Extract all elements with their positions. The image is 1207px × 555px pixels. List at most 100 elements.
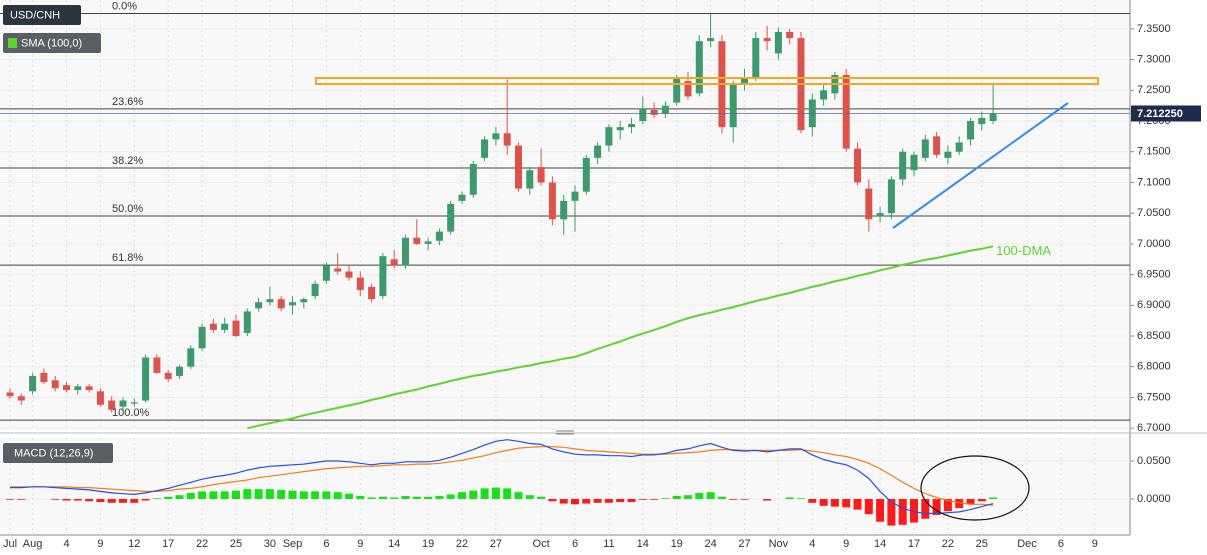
candle-body xyxy=(51,380,59,389)
macd-histogram-bar xyxy=(107,498,116,503)
macd-histogram-bar xyxy=(503,488,512,499)
candle-body xyxy=(910,154,918,171)
macd-histogram-bar xyxy=(932,498,941,515)
resistance-zone xyxy=(315,77,1099,85)
x-tick-label: Jul xyxy=(3,538,17,550)
x-tick-label: 19 xyxy=(671,538,683,550)
macd-histogram-bar xyxy=(729,498,738,500)
macd-histogram-bar xyxy=(604,498,613,503)
divider-handle[interactable] xyxy=(556,430,574,435)
macd-histogram-bar xyxy=(650,498,659,500)
candle-body xyxy=(85,386,93,391)
macd-histogram-bar xyxy=(390,497,399,499)
candle-body xyxy=(243,311,251,333)
last-price-box xyxy=(1131,105,1201,122)
macd-histogram-bar xyxy=(717,496,726,499)
macd-histogram-bar xyxy=(265,489,274,499)
candle-body xyxy=(933,136,941,155)
y-tick-label: 7.1500 xyxy=(1137,146,1171,158)
fib-label: 61.8% xyxy=(112,252,143,264)
macd-histogram-bar xyxy=(593,498,602,503)
legend-macd-label: MACD (12,26,9) xyxy=(14,447,93,459)
macd-histogram-bar xyxy=(808,498,817,503)
candle-body xyxy=(921,139,929,158)
candle-body xyxy=(729,84,737,128)
x-tick-label: Dec xyxy=(1017,538,1037,550)
x-tick-label: 17 xyxy=(908,538,920,550)
legend-swatch xyxy=(8,38,17,48)
candle-body xyxy=(255,302,263,309)
macd-histogram-bar xyxy=(435,495,444,499)
candle-body xyxy=(221,323,229,330)
y-tick-label: 7.2500 xyxy=(1137,84,1171,96)
candle-body xyxy=(142,357,150,401)
candle-body xyxy=(786,31,794,39)
candle-body xyxy=(628,124,635,128)
sma-annotation: 100-DMA xyxy=(996,243,1051,258)
macd-histogram-bar xyxy=(322,491,331,499)
candle-body xyxy=(96,391,104,405)
macd-histogram-bar xyxy=(356,495,365,499)
last-price-label: 7.212250 xyxy=(1137,108,1183,120)
legend-macd[interactable]: MACD (12,26,9) xyxy=(3,443,113,463)
macd-histogram-bar xyxy=(311,491,320,499)
candle-body xyxy=(277,299,285,309)
fib-label: 0.0% xyxy=(112,0,137,12)
macd-histogram-bar xyxy=(842,498,851,508)
candle-body xyxy=(616,127,624,131)
fib-label: 50.0% xyxy=(112,203,143,215)
candle-body xyxy=(390,259,398,266)
y-tick-label: 6.8500 xyxy=(1137,330,1171,342)
candle-body xyxy=(876,213,884,217)
y-tick-label: 0.0000 xyxy=(1137,493,1171,505)
candle-body xyxy=(503,133,511,146)
candle-body xyxy=(605,127,613,146)
macd-histogram-bar xyxy=(559,498,568,504)
candle-body xyxy=(492,133,500,140)
macd-histogram-bar xyxy=(175,495,184,499)
candle-body xyxy=(458,194,466,201)
macd-histogram-bar xyxy=(243,489,252,499)
x-tick-label: 17 xyxy=(162,538,174,550)
x-tick-label: 27 xyxy=(738,538,750,550)
macd-histogram-bar xyxy=(514,492,523,499)
legend-sma[interactable]: SMA (100,0) xyxy=(3,33,101,53)
x-tick-label: 24 xyxy=(704,538,716,550)
macd-histogram-bar xyxy=(232,490,240,499)
candle-body xyxy=(402,237,409,266)
legend-price[interactable]: USD/CNH xyxy=(3,5,81,25)
macd-histogram-bar xyxy=(740,498,749,500)
fib-label: 23.6% xyxy=(112,96,143,108)
candle-body xyxy=(300,299,308,303)
x-tick-label: 27 xyxy=(490,538,502,550)
candle-body xyxy=(153,357,161,373)
candle-body xyxy=(481,139,489,158)
macd-histogram-bar xyxy=(695,492,704,499)
macd-histogram-bar xyxy=(977,498,986,502)
macd-histogram-bar xyxy=(864,498,873,515)
macd-histogram-bar xyxy=(616,498,625,503)
candle-body xyxy=(548,182,556,220)
macd-histogram-bar xyxy=(378,496,387,499)
legend-sma-label: SMA (100,0) xyxy=(21,37,82,49)
x-tick-label: Aug xyxy=(23,538,43,550)
x-tick-label: 4 xyxy=(63,538,69,550)
x-tick-label: 9 xyxy=(97,538,103,550)
x-tick-label: 11 xyxy=(603,538,614,550)
candle-body xyxy=(989,113,997,122)
candle-body xyxy=(108,400,116,410)
candle-body xyxy=(413,237,421,244)
candle-body xyxy=(955,142,963,152)
candle-body xyxy=(526,170,534,189)
macd-histogram-bar xyxy=(491,487,500,499)
candle-body xyxy=(571,191,579,201)
macd-histogram-bar xyxy=(209,491,218,499)
candle-body xyxy=(356,277,364,290)
candle-body xyxy=(661,105,669,114)
candle-body xyxy=(899,151,907,180)
candle-body xyxy=(368,286,376,300)
candle-body xyxy=(944,151,952,158)
highlight-circle xyxy=(920,455,1030,521)
fib-label: 38.2% xyxy=(112,155,143,167)
macd-panel xyxy=(0,438,1130,535)
